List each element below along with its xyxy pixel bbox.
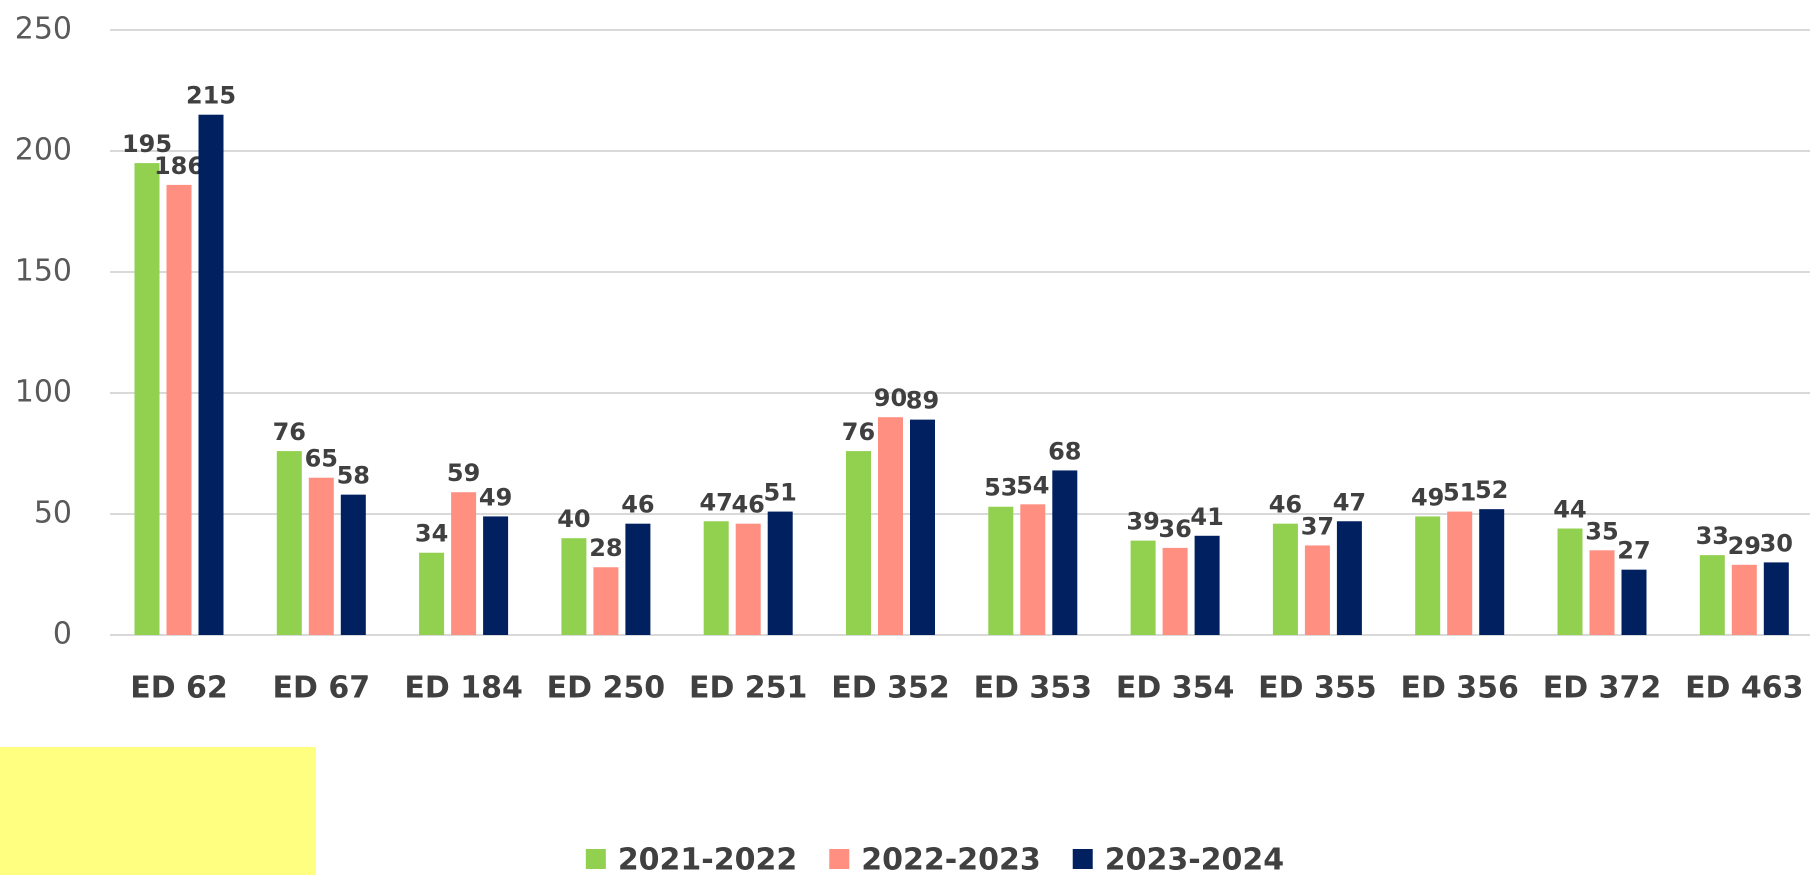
legend-label: 2021-2022 xyxy=(618,843,797,876)
data-label: 47 xyxy=(1333,488,1366,516)
data-label: 68 xyxy=(1048,437,1081,465)
data-label: 90 xyxy=(874,384,907,412)
data-label: 58 xyxy=(337,462,370,490)
bar xyxy=(846,451,871,635)
data-label: 215 xyxy=(186,82,236,110)
bar xyxy=(767,511,793,635)
bar xyxy=(483,516,509,635)
bar xyxy=(1162,547,1188,635)
bar xyxy=(878,417,903,635)
bar xyxy=(1052,470,1078,635)
y-tick-label: 250 xyxy=(15,12,72,47)
data-label: 29 xyxy=(1728,532,1761,560)
bar xyxy=(166,184,192,635)
bar xyxy=(276,451,302,635)
bar xyxy=(308,477,334,635)
data-label: 51 xyxy=(1443,479,1476,507)
bar xyxy=(910,419,935,635)
bar xyxy=(1557,528,1583,635)
data-label: 40 xyxy=(557,505,590,533)
y-tick-label: 0 xyxy=(53,617,72,652)
bar xyxy=(419,552,445,635)
y-tick-label: 200 xyxy=(15,133,72,168)
x-tick-label: ED 463 xyxy=(1685,671,1803,706)
data-label: 37 xyxy=(1301,512,1334,540)
data-label: 49 xyxy=(479,483,512,511)
data-label: 47 xyxy=(699,488,732,516)
data-label: 76 xyxy=(842,418,875,446)
y-tick-label: 150 xyxy=(15,254,72,289)
data-label: 65 xyxy=(305,445,338,473)
data-label: 27 xyxy=(1617,537,1650,565)
data-label: 41 xyxy=(1190,503,1223,531)
bar xyxy=(1415,516,1441,635)
x-tick-label: ED 67 xyxy=(273,671,371,706)
bar xyxy=(1763,562,1789,635)
bar xyxy=(735,523,761,635)
legend-swatch xyxy=(585,849,606,869)
data-label: 53 xyxy=(984,474,1017,502)
x-tick-label: ED 250 xyxy=(547,671,665,706)
data-label: 46 xyxy=(731,491,764,519)
data-label: 35 xyxy=(1585,517,1618,545)
data-label: 36 xyxy=(1158,515,1191,543)
data-label: 76 xyxy=(273,418,306,446)
data-label: 30 xyxy=(1760,529,1793,557)
bar xyxy=(703,521,729,635)
x-tick-label: ED 355 xyxy=(1258,671,1376,706)
bar xyxy=(625,523,651,635)
x-tick-label: ED 354 xyxy=(1116,671,1234,706)
data-label: 195 xyxy=(122,130,172,158)
data-label: 52 xyxy=(1475,476,1508,504)
bar xyxy=(451,492,477,635)
data-label: 46 xyxy=(621,491,654,519)
data-label: 44 xyxy=(1553,496,1586,524)
bar xyxy=(1130,540,1156,635)
bar xyxy=(198,114,224,635)
data-label: 54 xyxy=(1016,471,1049,499)
x-tick-label: ED 62 xyxy=(130,671,228,706)
bar xyxy=(1479,509,1505,635)
bar xyxy=(988,506,1014,635)
legend-label: 2023-2024 xyxy=(1105,843,1284,876)
data-label: 28 xyxy=(589,534,622,562)
y-tick-label: 50 xyxy=(34,496,72,531)
data-label: 51 xyxy=(763,479,796,507)
data-label: 33 xyxy=(1696,522,1729,550)
legend-label: 2022-2023 xyxy=(861,843,1040,876)
legend-swatch xyxy=(1072,849,1093,869)
legend-swatch xyxy=(829,849,850,869)
bar xyxy=(340,494,366,635)
bar xyxy=(1731,564,1757,635)
x-tick-label: ED 352 xyxy=(831,671,949,706)
data-label: 46 xyxy=(1269,491,1302,519)
bar xyxy=(1447,511,1473,635)
bar xyxy=(1699,555,1725,635)
bar xyxy=(1272,523,1298,635)
data-label: 89 xyxy=(906,387,939,415)
bar xyxy=(1336,521,1362,635)
bar xyxy=(1304,545,1330,635)
bar xyxy=(1020,504,1046,635)
bar xyxy=(561,538,587,635)
bar xyxy=(1589,550,1615,635)
data-label: 186 xyxy=(154,152,204,180)
bar xyxy=(593,567,619,635)
x-tick-label: ED 353 xyxy=(974,671,1092,706)
data-label: 34 xyxy=(415,520,448,548)
x-tick-label: ED 356 xyxy=(1400,671,1518,706)
x-tick-label: ED 184 xyxy=(404,671,522,706)
data-label: 49 xyxy=(1411,483,1444,511)
data-label: 59 xyxy=(447,459,480,487)
x-tick-label: ED 251 xyxy=(689,671,807,706)
x-tick-label: ED 372 xyxy=(1543,671,1661,706)
bar xyxy=(1194,535,1220,635)
data-label: 39 xyxy=(1126,508,1159,536)
bar xyxy=(134,163,160,635)
bar xyxy=(1621,569,1647,635)
highlight-box xyxy=(0,747,316,875)
y-tick-label: 100 xyxy=(15,375,72,410)
